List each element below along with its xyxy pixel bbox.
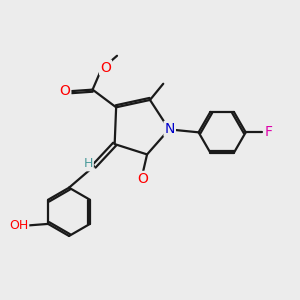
Text: O: O (59, 83, 70, 98)
Text: H: H (83, 157, 93, 170)
Text: O: O (137, 172, 148, 186)
Text: F: F (264, 125, 272, 139)
Text: O: O (100, 61, 111, 75)
Text: N: N (164, 122, 175, 136)
Text: OH: OH (9, 219, 28, 232)
